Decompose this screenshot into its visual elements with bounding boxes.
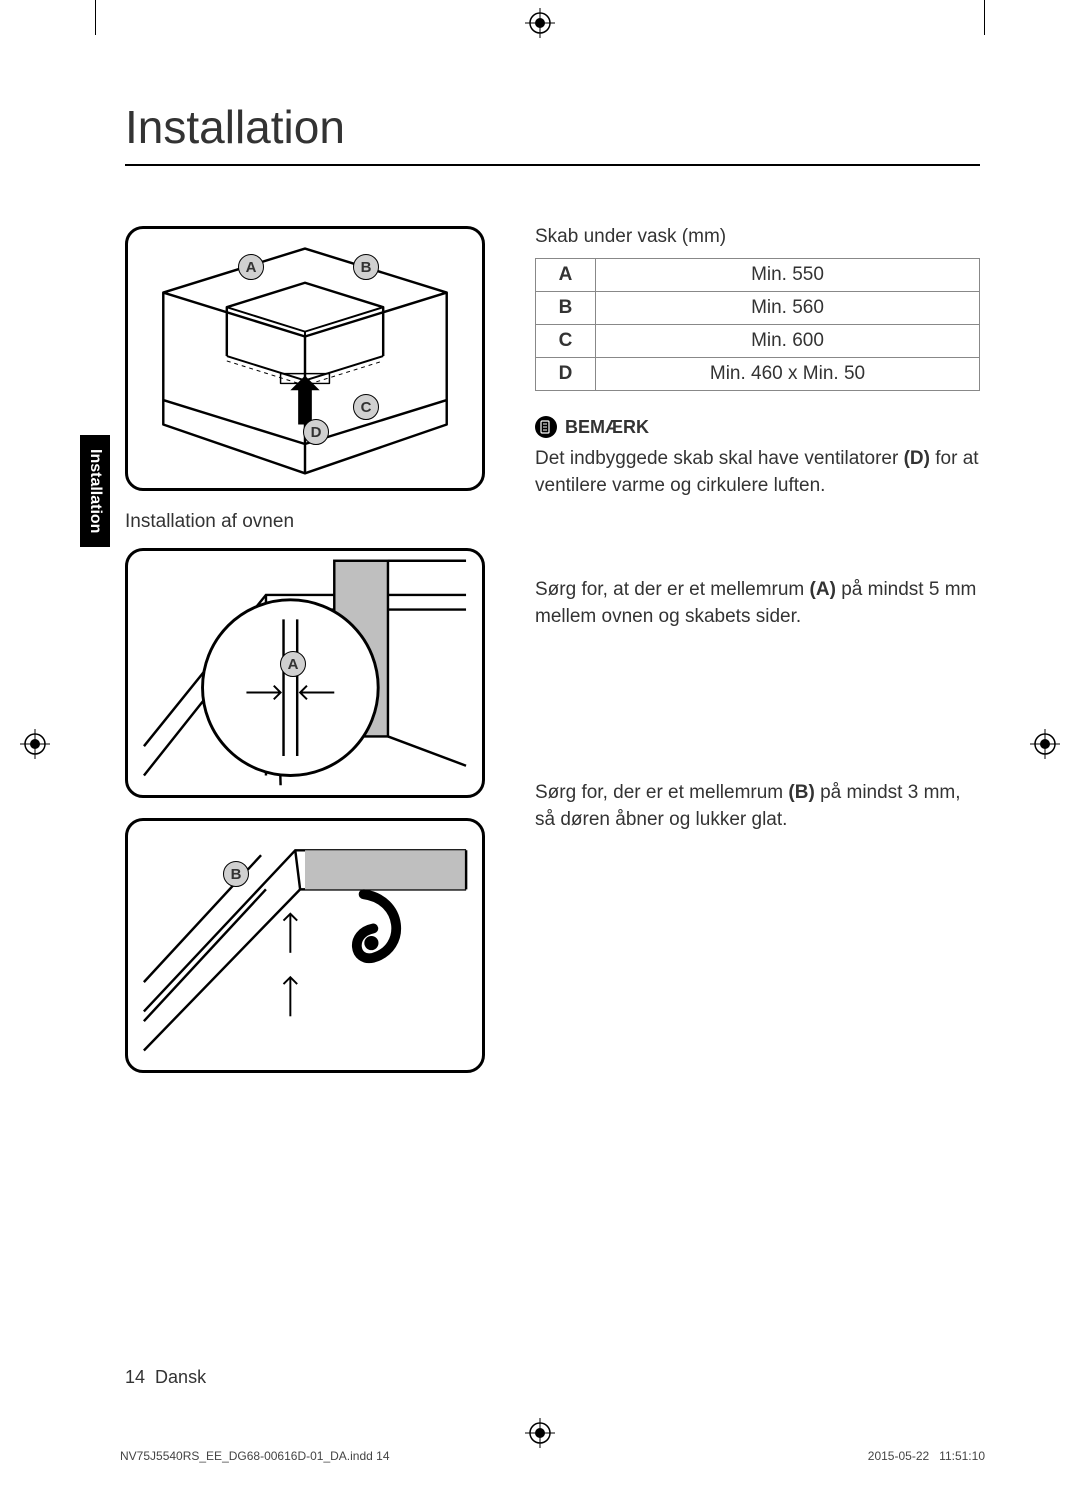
marker-a: A [280,651,306,677]
meta-filename: NV75J5540RS_EE_DG68-00616D-01_DA.indd 14 [120,1449,390,1463]
note-text: Det indbyggede skab skal have ventilator… [535,446,980,499]
right-column: Skab under vask (mm) AMin. 550 BMin. 560… [535,226,980,1093]
diagram-gap-a: A [125,548,485,798]
marker-a: A [238,254,264,280]
page-title: Installation [125,100,980,166]
left-column: A B C D Installation af ovnen [125,226,485,1093]
table-row: CMin. 600 [536,325,980,358]
footer-meta: NV75J5540RS_EE_DG68-00616D-01_DA.indd 14… [120,1449,985,1463]
marker-b: B [353,254,379,280]
diagram-gap-b: B [125,818,485,1073]
subsection-title: Installation af ovnen [125,511,485,533]
page-language: Dansk [155,1367,206,1387]
table-title: Skab under vask (mm) [535,226,980,248]
note-header: BEMÆRK [535,416,980,438]
note-label: BEMÆRK [565,417,649,438]
marker-c: C [353,394,379,420]
trim-mark [95,0,96,35]
note-icon [535,416,557,438]
registration-mark-icon [525,1418,555,1448]
registration-mark-icon [1030,729,1060,759]
paragraph-a: Sørg for, at der er et mellemrum (A) på … [535,577,980,630]
table-row: DMin. 460 x Min. 50 [536,358,980,391]
side-tab: Installation [80,435,110,547]
marker-b: B [223,861,249,887]
diagram-cabinet: A B C D [125,226,485,491]
registration-mark-icon [525,8,555,38]
page-number: 14 [125,1367,145,1387]
spec-table: AMin. 550 BMin. 560 CMin. 600 DMin. 460 … [535,258,980,391]
table-row: BMin. 560 [536,292,980,325]
marker-d: D [303,419,329,445]
paragraph-b: Sørg for, der er et mellemrum (B) på min… [535,780,980,833]
registration-mark-icon [20,729,50,759]
trim-mark [984,0,985,35]
table-row: AMin. 550 [536,259,980,292]
page-footer: 14 Dansk [125,1367,206,1388]
meta-timestamp: 2015-05-22 11:51:10 [868,1449,985,1463]
page-content: Installation Installation [125,100,980,1408]
